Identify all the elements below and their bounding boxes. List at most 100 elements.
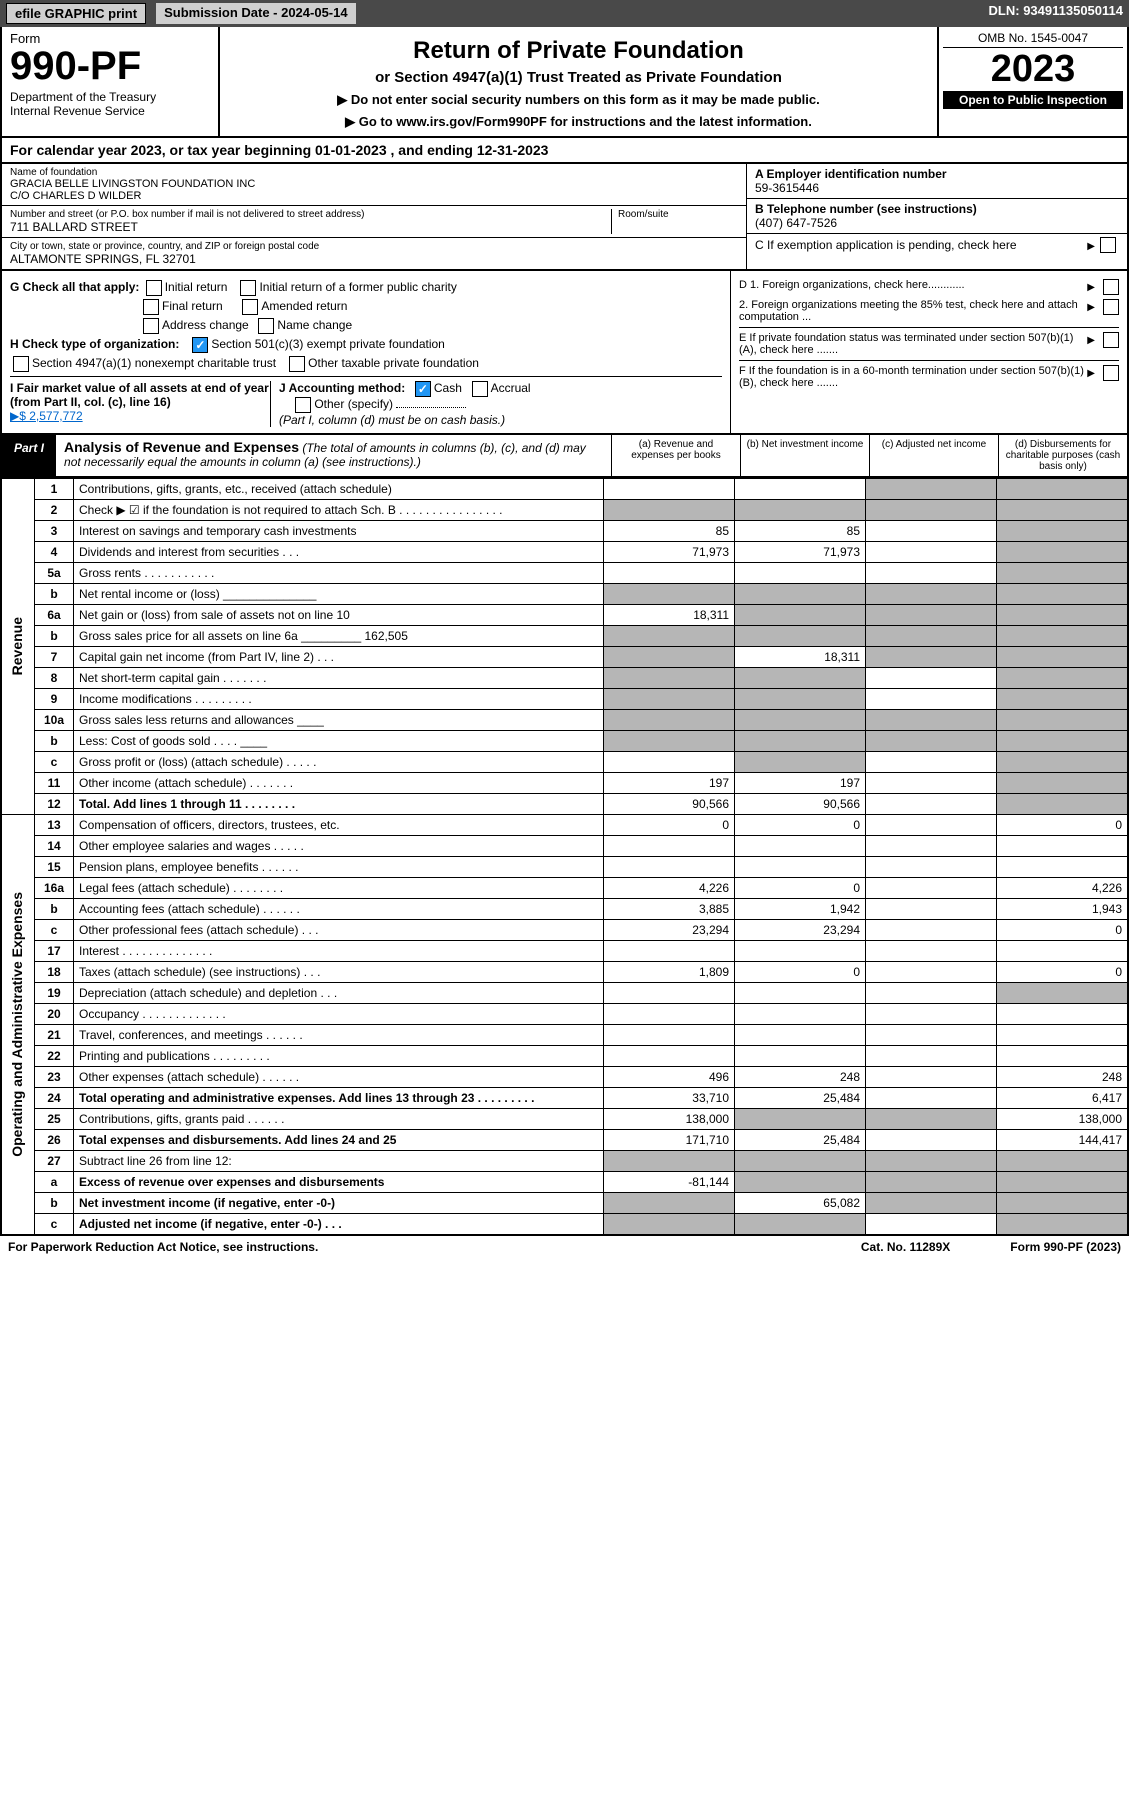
cell xyxy=(997,773,1129,794)
h-501c3-checkbox[interactable] xyxy=(192,337,208,353)
line-desc: Contributions, gifts, grants, etc., rece… xyxy=(74,479,604,500)
cell xyxy=(997,857,1129,878)
g-initial-former-checkbox[interactable] xyxy=(240,280,256,296)
cell: 23,294 xyxy=(604,920,735,941)
table-row: 21Travel, conferences, and meetings . . … xyxy=(1,1025,1128,1046)
expenses-label: Operating and Administrative Expenses xyxy=(7,884,27,1165)
part1-label: Part I xyxy=(2,435,56,476)
cell xyxy=(866,500,997,521)
h-4947: Section 4947(a)(1) nonexempt charitable … xyxy=(32,356,276,370)
table-row: 3Interest on savings and temporary cash … xyxy=(1,521,1128,542)
g-initial-checkbox[interactable] xyxy=(146,280,162,296)
cell xyxy=(604,626,735,647)
g-initial-former: Initial return of a former public charit… xyxy=(259,280,456,294)
cell xyxy=(997,521,1129,542)
j-accrual-checkbox[interactable] xyxy=(472,381,488,397)
table-row: 16aLegal fees (attach schedule) . . . . … xyxy=(1,878,1128,899)
table-row: cAdjusted net income (if negative, enter… xyxy=(1,1214,1128,1236)
form-title: Return of Private Foundation xyxy=(240,37,917,65)
cell: 90,566 xyxy=(735,794,866,815)
cell xyxy=(866,752,997,773)
line-desc: Legal fees (attach schedule) . . . . . .… xyxy=(74,878,604,899)
cell: 0 xyxy=(735,815,866,836)
g-address: Address change xyxy=(162,318,249,332)
g-label: G Check all that apply: xyxy=(10,280,139,294)
h-501c3: Section 501(c)(3) exempt private foundat… xyxy=(211,337,444,351)
line-desc: Check ▶ ☑ if the foundation is not requi… xyxy=(74,500,604,521)
cell xyxy=(735,689,866,710)
table-row: 14Other employee salaries and wages . . … xyxy=(1,836,1128,857)
line-desc: Capital gain net income (from Part IV, l… xyxy=(74,647,604,668)
j-other-checkbox[interactable] xyxy=(295,397,311,413)
g-final-checkbox[interactable] xyxy=(143,299,159,315)
form-header: Form 990-PF Department of the Treasury I… xyxy=(0,27,1129,138)
cell: 85 xyxy=(735,521,866,542)
efile-btn[interactable]: efile GRAPHIC print xyxy=(6,3,146,24)
cell xyxy=(735,563,866,584)
c-checkbox[interactable] xyxy=(1100,237,1116,253)
d1-checkbox[interactable] xyxy=(1103,279,1119,295)
cell: 138,000 xyxy=(997,1109,1129,1130)
cell xyxy=(997,1004,1129,1025)
e-checkbox[interactable] xyxy=(1103,332,1119,348)
d2-checkbox[interactable] xyxy=(1103,299,1119,315)
h-other-checkbox[interactable] xyxy=(289,356,305,372)
cell xyxy=(866,542,997,563)
table-row: 25Contributions, gifts, grants paid . . … xyxy=(1,1109,1128,1130)
part1-header: Part I Analysis of Revenue and Expenses … xyxy=(0,435,1129,478)
cell xyxy=(604,857,735,878)
line-desc: Gross sales less returns and allowances … xyxy=(74,710,604,731)
j-note: (Part I, column (d) must be on cash basi… xyxy=(279,413,505,427)
cell: 0 xyxy=(997,815,1129,836)
tel-value: (407) 647-7526 xyxy=(755,216,1119,230)
j-label: J Accounting method: xyxy=(279,381,405,395)
cell: 0 xyxy=(997,920,1129,941)
table-row: 20Occupancy . . . . . . . . . . . . . xyxy=(1,1004,1128,1025)
g-amended-checkbox[interactable] xyxy=(242,299,258,315)
line-number: c xyxy=(35,1214,74,1236)
cell: 248 xyxy=(735,1067,866,1088)
h-label: H Check type of organization: xyxy=(10,337,179,351)
g-name: Name change xyxy=(277,318,352,332)
tax-year: 2023 xyxy=(943,48,1123,91)
line-desc: Income modifications . . . . . . . . . xyxy=(74,689,604,710)
line-desc: Other professional fees (attach schedule… xyxy=(74,920,604,941)
line-number: b xyxy=(35,584,74,605)
cell: 65,082 xyxy=(735,1193,866,1214)
cell xyxy=(604,836,735,857)
cell: 90,566 xyxy=(604,794,735,815)
dept-label: Department of the Treasury Internal Reve… xyxy=(10,90,210,118)
j-cash-checkbox[interactable] xyxy=(415,381,431,397)
g-address-checkbox[interactable] xyxy=(143,318,159,334)
cell xyxy=(604,710,735,731)
table-row: 2Check ▶ ☑ if the foundation is not requ… xyxy=(1,500,1128,521)
c-label: C If exemption application is pending, c… xyxy=(755,238,1087,252)
table-row: 12Total. Add lines 1 through 11 . . . . … xyxy=(1,794,1128,815)
d1-label: D 1. Foreign organizations, check here..… xyxy=(739,279,1087,291)
table-row: 17Interest . . . . . . . . . . . . . . xyxy=(1,941,1128,962)
g-name-checkbox[interactable] xyxy=(258,318,274,334)
f-checkbox[interactable] xyxy=(1103,365,1119,381)
col-b-header: (b) Net investment income xyxy=(740,435,869,476)
part1-title: Analysis of Revenue and Expenses xyxy=(64,439,299,455)
cell: 25,484 xyxy=(735,1088,866,1109)
cell: 23,294 xyxy=(735,920,866,941)
h-4947-checkbox[interactable] xyxy=(13,356,29,372)
cell xyxy=(866,689,997,710)
cell xyxy=(997,1025,1129,1046)
cell xyxy=(735,752,866,773)
cell: 144,417 xyxy=(997,1130,1129,1151)
table-row: 7Capital gain net income (from Part IV, … xyxy=(1,647,1128,668)
cell xyxy=(735,1046,866,1067)
cell: 18,311 xyxy=(604,605,735,626)
cell xyxy=(866,605,997,626)
line-number: 9 xyxy=(35,689,74,710)
cell xyxy=(866,584,997,605)
cell xyxy=(604,1046,735,1067)
table-row: aExcess of revenue over expenses and dis… xyxy=(1,1172,1128,1193)
line-number: b xyxy=(35,626,74,647)
i-label: I Fair market value of all assets at end… xyxy=(10,381,269,409)
cell xyxy=(735,626,866,647)
cell xyxy=(604,731,735,752)
calendar-year-line: For calendar year 2023, or tax year begi… xyxy=(0,138,1129,164)
